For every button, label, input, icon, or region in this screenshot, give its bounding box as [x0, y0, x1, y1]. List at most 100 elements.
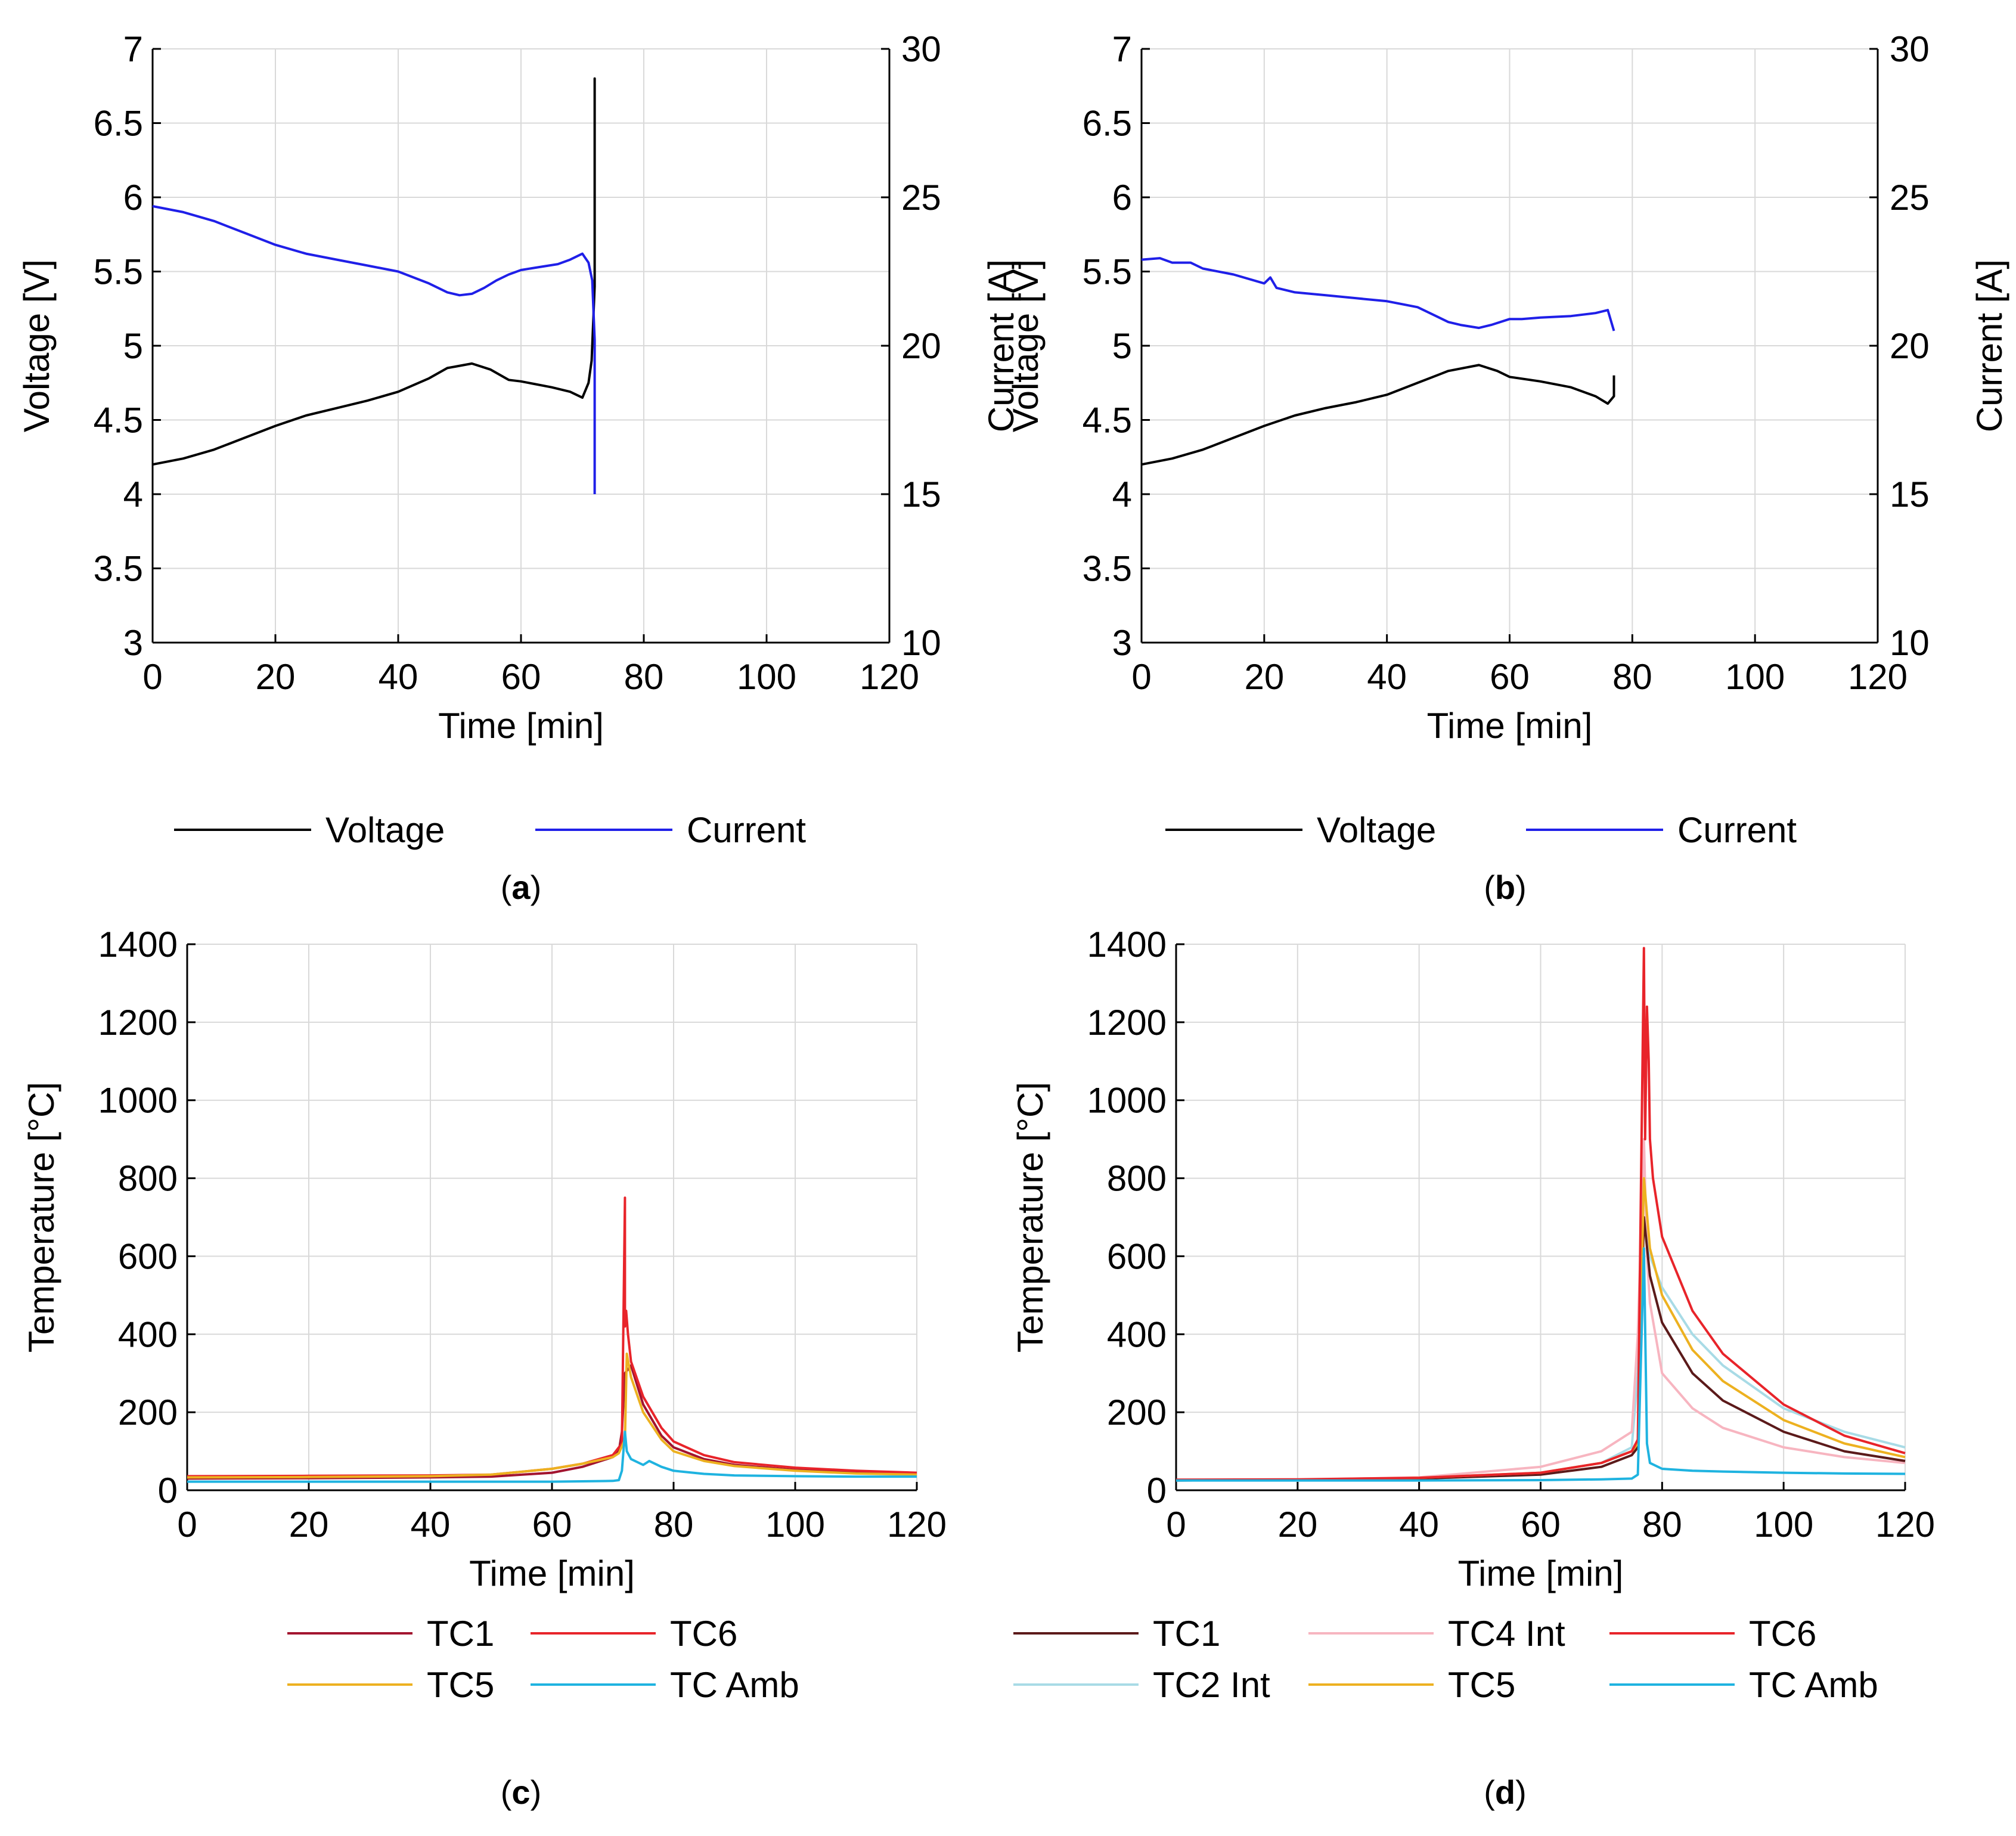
y-axis-label: Voltage [V] — [1006, 259, 1046, 432]
legend-label-tc2-int: TC2 Int — [1153, 1665, 1270, 1705]
x-tick-label: 100 — [1754, 1505, 1813, 1545]
x-tick-label: 0 — [142, 657, 162, 697]
y2-tick-label: 30 — [1890, 29, 1930, 69]
x-tick-label: 60 — [1490, 657, 1530, 697]
caption-paren-close: ) — [1515, 869, 1527, 906]
y2-tick-label: 25 — [1890, 178, 1930, 218]
x-tick-label: 80 — [1642, 1505, 1682, 1545]
y-tick-label: 1000 — [98, 1081, 178, 1121]
y2-axis-label: Current [A] — [981, 259, 1021, 432]
legend-label-tc5: TC5 — [427, 1665, 494, 1705]
panel-caption: (d) — [1484, 1773, 1527, 1811]
y-tick-label: 1400 — [98, 925, 178, 964]
series-line-voltage — [152, 77, 596, 466]
legend-label-tc-amb: TC Amb — [1749, 1665, 1878, 1705]
legend-label-tc1: TC1 — [427, 1614, 494, 1654]
caption-letter: c — [511, 1773, 530, 1811]
series-line-tc-amb — [1176, 1247, 1906, 1482]
x-tick-label: 0 — [1131, 657, 1151, 697]
y-tick-label: 4.5 — [1083, 401, 1132, 441]
y-tick-label: 3.5 — [1083, 549, 1132, 589]
x-tick-label: 120 — [860, 657, 919, 697]
x-tick-label: 60 — [501, 657, 541, 697]
caption-paren-open: ( — [1484, 869, 1495, 906]
x-tick-label: 60 — [532, 1505, 572, 1545]
y-axis-label: Voltage [V] — [17, 259, 57, 432]
series-line-tc-amb — [187, 1430, 917, 1483]
x-tick-label: 60 — [1521, 1505, 1561, 1545]
caption-paren-open: ( — [1484, 1773, 1495, 1811]
panel-caption: (a) — [501, 869, 541, 906]
y-tick-label: 4 — [123, 474, 143, 514]
y2-tick-label: 20 — [1890, 326, 1930, 366]
y-tick-label: 5.5 — [94, 252, 143, 292]
caption-letter: b — [1495, 869, 1515, 906]
legend-label-tc5: TC5 — [1448, 1665, 1515, 1705]
x-tick-label: 100 — [1725, 657, 1785, 697]
x-tick-label: 120 — [1875, 1505, 1935, 1545]
x-tick-label: 120 — [887, 1505, 947, 1545]
x-tick-label: 40 — [1367, 657, 1407, 697]
caption-paren-close: ) — [531, 869, 542, 906]
legend-label-current: Current — [687, 810, 806, 850]
y-tick-label: 200 — [118, 1392, 178, 1432]
legend-label-tc1: TC1 — [1153, 1614, 1220, 1654]
chart-panel-a: 0 20 40 60 80 100 120 3 3.5 4 4.5 5 5.5 6 6.5 7 10 15 20 25… — [17, 29, 1021, 906]
caption-paren-close: ) — [531, 1773, 542, 1811]
x-tick-label: 0 — [1166, 1505, 1186, 1545]
y-axis-label: Temperature [°C] — [21, 1082, 61, 1353]
y-tick-label: 5 — [1112, 326, 1132, 366]
y-tick-label: 3.5 — [94, 549, 143, 589]
caption-paren-open: ( — [501, 1773, 512, 1811]
y-tick-label: 3 — [123, 623, 143, 663]
legend-label-tc6: TC6 — [1749, 1614, 1816, 1654]
y-tick-label: 7 — [123, 29, 143, 69]
x-tick-label: 20 — [256, 657, 296, 697]
y-tick-label: 4 — [1112, 474, 1132, 514]
y2-tick-label: 20 — [901, 326, 941, 366]
chart-panel-c: 0 20 40 60 80 100 1200200400600800100012001400… — [21, 925, 947, 1811]
y-tick-label: 7 — [1112, 29, 1132, 69]
y2-tick-label: 10 — [901, 623, 941, 663]
panel-caption: (c) — [501, 1773, 541, 1811]
legend-label-tc4-int: TC4 Int — [1448, 1614, 1565, 1654]
y-tick-label: 200 — [1107, 1392, 1167, 1432]
y-tick-label: 600 — [1107, 1236, 1167, 1276]
x-tick-label: 20 — [289, 1505, 329, 1545]
x-axis-label: Time [min] — [1427, 706, 1593, 746]
panel-caption: (b) — [1484, 869, 1527, 906]
y-tick-label: 800 — [118, 1159, 178, 1199]
legend-label-tc-amb: TC Amb — [670, 1665, 799, 1705]
x-tick-label: 40 — [1399, 1505, 1439, 1545]
x-tick-label: 20 — [1277, 1505, 1317, 1545]
y-tick-label: 400 — [1107, 1314, 1167, 1354]
series-line-current — [152, 204, 596, 494]
y2-tick-label: 10 — [1890, 623, 1930, 663]
x-axis-label: Time [min] — [469, 1553, 635, 1593]
x-axis-label: Time [min] — [438, 706, 604, 746]
series-line-voltage — [1141, 364, 1615, 466]
y-tick-label: 5 — [123, 326, 143, 366]
y2-tick-label: 15 — [901, 474, 941, 514]
y-tick-label: 800 — [1107, 1159, 1167, 1199]
y-tick-label: 1200 — [1087, 1003, 1167, 1043]
y-tick-label: 600 — [118, 1236, 178, 1276]
y2-tick-label: 25 — [901, 178, 941, 218]
x-tick-label: 40 — [411, 1505, 451, 1545]
x-tick-label: 120 — [1848, 657, 1908, 697]
x-tick-label: 80 — [1612, 657, 1652, 697]
y-tick-label: 400 — [118, 1314, 178, 1354]
x-tick-label: 0 — [177, 1505, 197, 1545]
y2-axis-label: Current [A] — [1970, 259, 2009, 432]
legend-label-voltage: Voltage — [1317, 810, 1436, 850]
x-tick-label: 80 — [624, 657, 664, 697]
series-line-current — [1141, 257, 1615, 331]
y-tick-label: 3 — [1112, 623, 1132, 663]
y-tick-label: 1000 — [1087, 1081, 1167, 1121]
x-tick-label: 80 — [654, 1505, 694, 1545]
y-tick-label: 6.5 — [94, 104, 143, 144]
series-line-tc6 — [1176, 947, 1906, 1481]
y-tick-label: 1200 — [98, 1003, 178, 1043]
x-axis-label: Time [min] — [1458, 1553, 1624, 1593]
y-tick-label: 1400 — [1087, 925, 1167, 964]
